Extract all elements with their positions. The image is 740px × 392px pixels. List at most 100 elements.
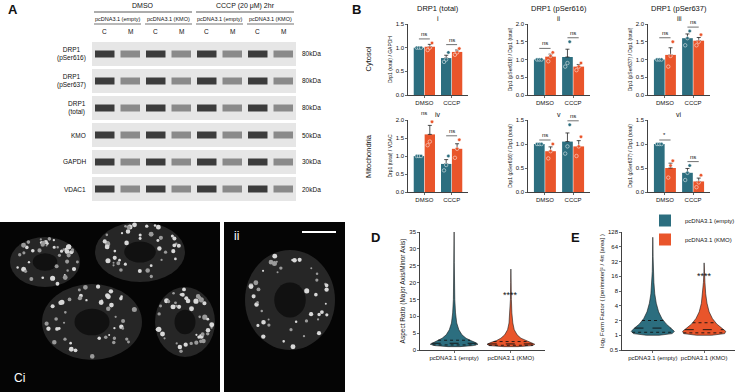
svg-text:0.5: 0.5 (396, 68, 405, 74)
svg-text:1.5: 1.5 (396, 135, 405, 141)
svg-text:iii: iii (677, 15, 682, 22)
svg-text:1.0: 1.0 (636, 141, 645, 147)
svg-text:DMSO: DMSO (656, 197, 674, 203)
svg-text:DRP1 (pSer616): DRP1 (pSer616) (531, 4, 587, 13)
svg-text:C: C (153, 28, 158, 35)
svg-text:2.0: 2.0 (396, 117, 405, 123)
svg-text:0.0: 0.0 (516, 189, 525, 195)
svg-text:D: D (371, 230, 380, 245)
svg-text:*: * (663, 132, 666, 138)
svg-text:20kDa: 20kDa (302, 186, 321, 193)
svg-text:DRP1 (total): DRP1 (total) (417, 4, 459, 13)
svg-text:iv: iv (435, 111, 441, 118)
svg-text:i: i (437, 15, 439, 22)
svg-text:1.5: 1.5 (516, 117, 525, 123)
svg-text:35: 35 (409, 229, 416, 235)
svg-text:1.0: 1.0 (516, 57, 525, 63)
svg-text:pcDNA3.1 (KMO): pcDNA3.1 (KMO) (488, 355, 535, 361)
svg-text:KMO: KMO (71, 132, 86, 139)
svg-text:v: v (557, 111, 561, 118)
svg-text:****: **** (697, 271, 712, 281)
svg-text:ii: ii (234, 229, 239, 243)
svg-text:B: B (352, 2, 361, 17)
svg-text:0.5: 0.5 (516, 165, 525, 171)
svg-text:ns: ns (570, 113, 576, 119)
svg-text:0.0: 0.0 (636, 189, 645, 195)
svg-text:ns: ns (542, 40, 548, 46)
svg-text:M: M (230, 28, 235, 35)
svg-text:20: 20 (409, 280, 416, 286)
svg-text:ns: ns (570, 30, 576, 36)
svg-text:vi: vi (676, 111, 682, 118)
svg-text:DMSO: DMSO (415, 100, 433, 106)
svg-text:DMSO: DMSO (656, 100, 674, 106)
svg-text:Drp1 (pSer637) / Drp1 (total): Drp1 (pSer637) / Drp1 (total) (627, 124, 633, 188)
svg-text:pcDNA3.1 (KMO): pcDNA3.1 (KMO) (147, 16, 190, 22)
svg-text:1.5: 1.5 (396, 21, 405, 27)
svg-text:DMSO: DMSO (415, 197, 433, 203)
svg-text:C: C (204, 28, 209, 35)
svg-text:C: C (255, 28, 260, 35)
svg-text:1.0: 1.0 (396, 153, 405, 159)
svg-text:25: 25 (409, 263, 416, 269)
svg-text:10: 10 (409, 313, 416, 319)
svg-text:ns: ns (449, 37, 455, 43)
svg-text:DRP1(pSer616): DRP1(pSer616) (57, 46, 86, 62)
svg-text:pcDNA3.1 (empty): pcDNA3.1 (empty) (685, 218, 734, 224)
svg-text:ns: ns (662, 30, 668, 36)
svg-text:DRP1 (pSer637): DRP1 (pSer637) (651, 4, 707, 13)
svg-text:2.0: 2.0 (516, 21, 525, 27)
svg-text:Ci: Ci (14, 371, 25, 385)
svg-text:5: 5 (413, 330, 417, 336)
svg-text:****: **** (503, 290, 518, 300)
svg-text:0.0: 0.0 (396, 92, 405, 98)
svg-text:0.0: 0.0 (636, 92, 645, 98)
svg-text:2.0: 2.0 (636, 21, 645, 27)
svg-text:0.5: 0.5 (516, 74, 525, 80)
svg-text:30kDa: 30kDa (302, 158, 321, 165)
svg-text:8: 8 (615, 288, 619, 294)
svg-text:pcDNA3.1 (empty): pcDNA3.1 (empty) (429, 355, 478, 361)
svg-text:0: 0 (413, 347, 417, 353)
svg-text:ns: ns (421, 31, 427, 37)
svg-text:ns: ns (449, 128, 455, 134)
svg-text:pcDNA3.1 (KMO): pcDNA3.1 (KMO) (249, 16, 292, 22)
svg-text:Drp1 (pSer616) / Drp1 (total): Drp1 (pSer616) / Drp1 (total) (507, 27, 513, 91)
svg-text:pcDNA3.1 (empty): pcDNA3.1 (empty) (197, 16, 242, 22)
svg-text:0.5: 0.5 (396, 171, 405, 177)
svg-text:Aspect Ratio (Major Axis/Minor: Aspect Ratio (Major Axis/Minor Axis) (399, 239, 407, 344)
svg-text:50kDa: 50kDa (302, 132, 321, 139)
svg-text:CCCP: CCCP (443, 100, 460, 106)
svg-text:pcDNA3.1 (KMO): pcDNA3.1 (KMO) (685, 237, 732, 243)
svg-text:CCCP (20 μM) 2hr: CCCP (20 μM) 2hr (216, 2, 275, 10)
svg-text:128: 128 (608, 229, 619, 235)
svg-text:E: E (571, 230, 580, 245)
svg-text:64: 64 (611, 244, 618, 250)
svg-text:ns: ns (542, 132, 548, 138)
svg-text:pcDNA3.1 (empty): pcDNA3.1 (empty) (95, 16, 140, 22)
svg-text:2: 2 (615, 318, 619, 324)
svg-text:16: 16 (611, 273, 618, 279)
svg-text:32: 32 (611, 259, 618, 265)
svg-text:30: 30 (409, 246, 416, 252)
svg-text:VDAC1: VDAC1 (64, 186, 86, 193)
svg-text:M: M (128, 28, 133, 35)
svg-text:M: M (179, 28, 184, 35)
svg-text:ns: ns (690, 19, 696, 25)
svg-text:Mitochondria: Mitochondria (364, 134, 373, 178)
svg-text:1.0: 1.0 (516, 141, 525, 147)
svg-text:pcDNA3.1 (KMO): pcDNA3.1 (KMO) (681, 355, 728, 361)
svg-text:Cytosol: Cytosol (364, 46, 373, 71)
svg-text:CCCP: CCCP (685, 100, 702, 106)
svg-text:Drp1 (total) / GAPDH: Drp1 (total) / GAPDH (387, 36, 393, 83)
svg-text:0.0: 0.0 (516, 92, 525, 98)
svg-text:CCCP: CCCP (565, 100, 582, 106)
svg-text:1.5: 1.5 (636, 39, 645, 45)
svg-text:0.5: 0.5 (636, 165, 645, 171)
svg-text:0.5: 0.5 (636, 74, 645, 80)
svg-text:0.0: 0.0 (396, 189, 405, 195)
svg-text:DRP1(total): DRP1(total) (68, 100, 86, 116)
svg-text:DMSO: DMSO (536, 100, 554, 106)
svg-text:CCCP: CCCP (565, 197, 582, 203)
svg-text:ii: ii (557, 15, 561, 22)
